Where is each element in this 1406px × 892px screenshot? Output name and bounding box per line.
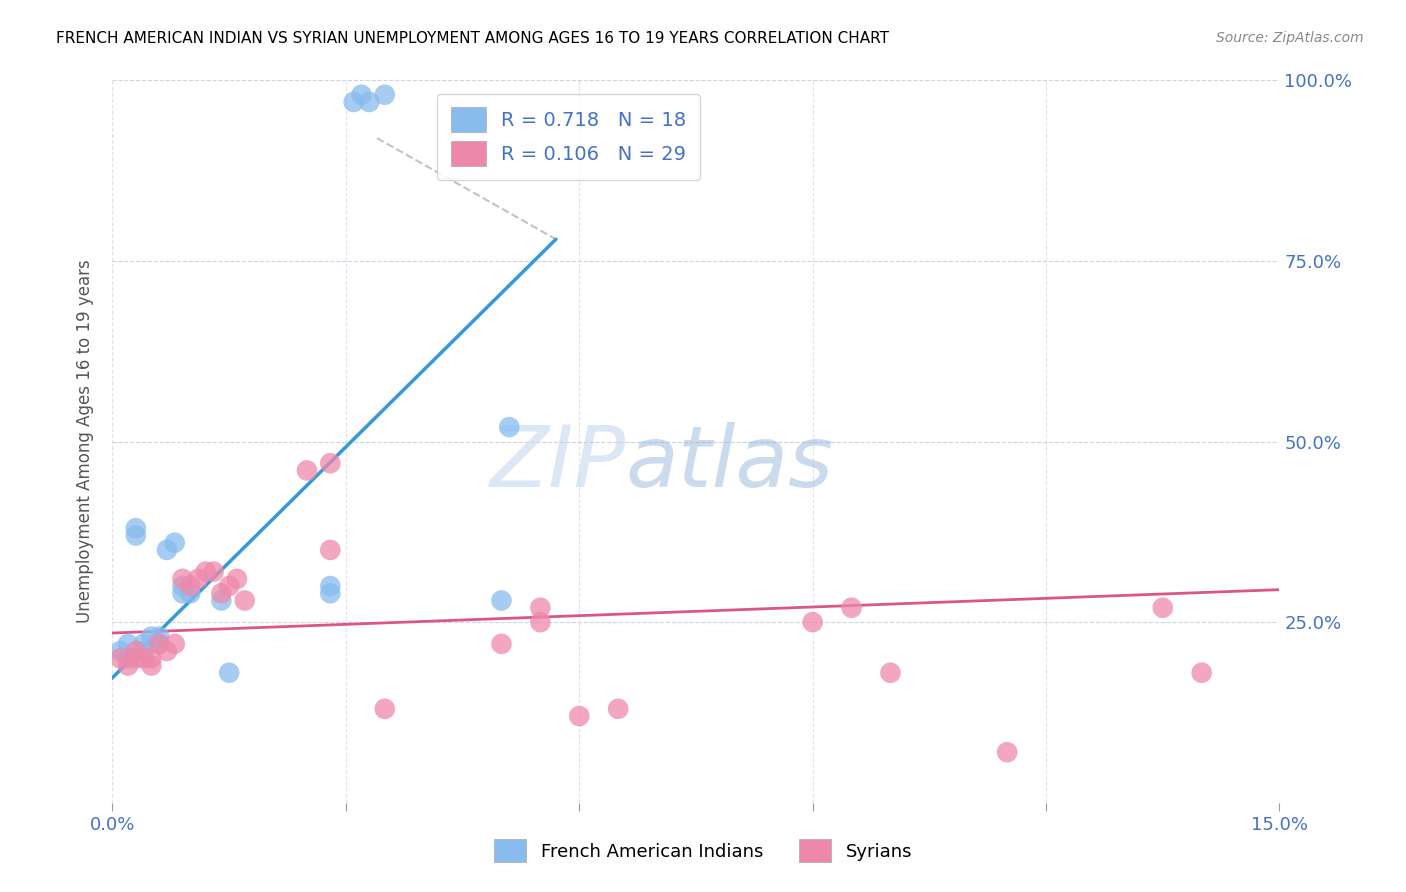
Point (1191, 665, 1213, 680)
Text: atlas: atlas (626, 422, 834, 505)
Point (374, 702, 396, 716)
Point (110, 644, 132, 658)
Point (841, 600, 863, 615)
Point (343, 95, 366, 109)
Point (187, 572, 209, 586)
Text: Source: ZipAtlas.com: Source: ZipAtlas.com (1216, 31, 1364, 45)
Point (179, 586, 201, 600)
Point (156, 542, 179, 557)
Point (233, 593, 256, 607)
Point (350, 87, 373, 102)
Point (879, 665, 901, 680)
Point (209, 586, 232, 600)
Point (491, 593, 513, 607)
Point (319, 456, 342, 470)
Point (319, 542, 342, 557)
Point (607, 702, 630, 716)
Point (202, 565, 225, 579)
Point (319, 586, 342, 600)
Point (218, 665, 240, 680)
Point (209, 593, 232, 607)
Point (117, 658, 139, 673)
Point (156, 644, 179, 658)
Point (148, 637, 170, 651)
Point (801, 615, 824, 630)
Point (568, 709, 591, 723)
Point (319, 579, 342, 593)
Point (1152, 600, 1174, 615)
Point (141, 658, 163, 673)
Point (172, 572, 194, 586)
Point (218, 579, 240, 593)
Point (179, 579, 201, 593)
Text: FRENCH AMERICAN INDIAN VS SYRIAN UNEMPLOYMENT AMONG AGES 16 TO 19 YEARS CORRELAT: FRENCH AMERICAN INDIAN VS SYRIAN UNEMPLO… (56, 31, 889, 46)
Point (374, 87, 396, 102)
Legend: French American Indians, Syrians: French American Indians, Syrians (486, 832, 920, 870)
Point (498, 420, 520, 434)
Point (125, 528, 148, 542)
Text: ZIP: ZIP (489, 422, 626, 505)
Point (125, 644, 148, 658)
Point (141, 630, 163, 644)
Point (194, 565, 217, 579)
Legend: R = 0.718   N = 18, R = 0.106   N = 29: R = 0.718 N = 18, R = 0.106 N = 29 (437, 94, 700, 179)
Point (141, 651, 163, 665)
Point (295, 463, 318, 477)
Point (995, 745, 1018, 759)
Point (125, 651, 148, 665)
Point (132, 637, 155, 651)
Point (359, 95, 381, 109)
Point (491, 637, 513, 651)
Point (125, 521, 148, 535)
Point (117, 651, 139, 665)
Point (172, 586, 194, 600)
Point (148, 630, 170, 644)
Point (132, 651, 155, 665)
Point (148, 637, 170, 651)
Point (110, 651, 132, 665)
Point (163, 637, 186, 651)
Point (117, 637, 139, 651)
Point (529, 600, 551, 615)
Point (132, 644, 155, 658)
Point (226, 572, 249, 586)
Point (529, 615, 551, 630)
Point (172, 579, 194, 593)
Point (163, 535, 186, 549)
Y-axis label: Unemployment Among Ages 16 to 19 years: Unemployment Among Ages 16 to 19 years (76, 260, 94, 624)
